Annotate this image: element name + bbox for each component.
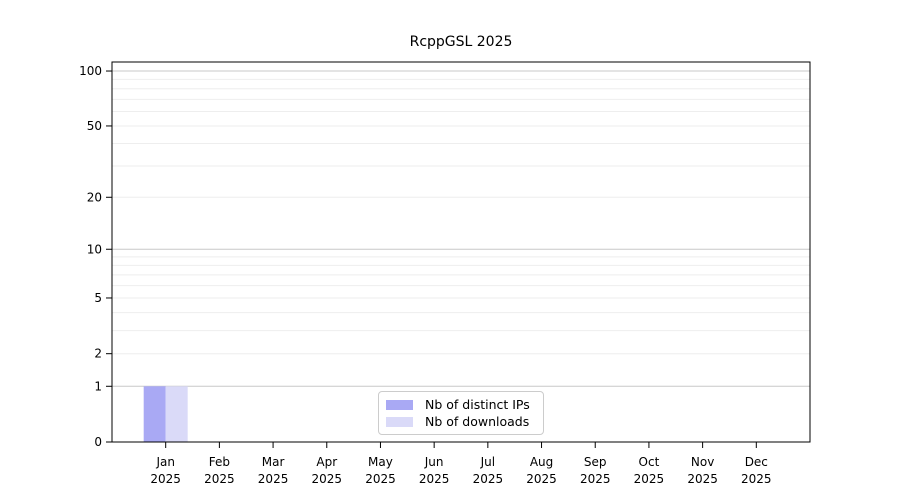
x-tick-label-month: Apr <box>316 455 337 469</box>
y-tick-label: 10 <box>87 242 102 256</box>
x-tick-label-year: 2025 <box>258 472 289 486</box>
chart-title: RcppGSL 2025 <box>409 34 513 50</box>
legend-label-downloads: Nb of downloads <box>425 414 530 429</box>
x-tick-label-year: 2025 <box>204 472 235 486</box>
x-tick-label-month: Jul <box>480 455 495 469</box>
legend-entry-distinct-ips: Nb of distinct IPs <box>386 397 535 412</box>
x-tick-label-year: 2025 <box>634 472 665 486</box>
plot-border <box>111 61 811 443</box>
legend: Nb of distinct IPs Nb of downloads <box>378 391 544 435</box>
x-tick-label-month: Aug <box>530 455 553 469</box>
bar-downloads <box>165 386 188 442</box>
y-tick-label: 0 <box>94 435 102 449</box>
x-tick-label-month: Jun <box>424 455 444 469</box>
y-tick-label: 2 <box>94 347 102 361</box>
x-tick-label-year: 2025 <box>687 472 718 486</box>
x-tick-label-year: 2025 <box>311 472 342 486</box>
x-tick-label-month: Oct <box>639 455 660 469</box>
y-tick-label: 100 <box>79 64 102 78</box>
x-tick-label-month: Sep <box>584 455 607 469</box>
x-tick-label-month: Feb <box>209 455 230 469</box>
x-tick-label-month: May <box>368 455 393 469</box>
x-tick-label-year: 2025 <box>365 472 396 486</box>
x-tick-label-year: 2025 <box>150 472 181 486</box>
x-tick-label-year: 2025 <box>419 472 450 486</box>
x-tick-label-year: 2025 <box>473 472 504 486</box>
x-tick-label-year: 2025 <box>580 472 611 486</box>
x-tick-label-month: Mar <box>262 455 285 469</box>
plot-background <box>112 62 810 442</box>
legend-swatch-downloads <box>386 416 413 427</box>
x-tick-label-month: Dec <box>745 455 768 469</box>
y-tick-label: 50 <box>87 119 102 133</box>
y-tick-label: 1 <box>94 379 102 393</box>
bar-distinct-ips <box>143 386 166 442</box>
legend-label-distinct-ips: Nb of distinct IPs <box>425 397 530 412</box>
y-tick-label: 5 <box>94 291 102 305</box>
x-tick-label-year: 2025 <box>526 472 557 486</box>
legend-swatch-distinct-ips <box>386 399 413 410</box>
y-tick-label: 20 <box>87 190 102 204</box>
legend-entry-downloads: Nb of downloads <box>386 414 535 429</box>
x-tick-label-month: Jan <box>155 455 175 469</box>
x-tick-label-month: Nov <box>691 455 714 469</box>
x-tick-label-year: 2025 <box>741 472 772 486</box>
